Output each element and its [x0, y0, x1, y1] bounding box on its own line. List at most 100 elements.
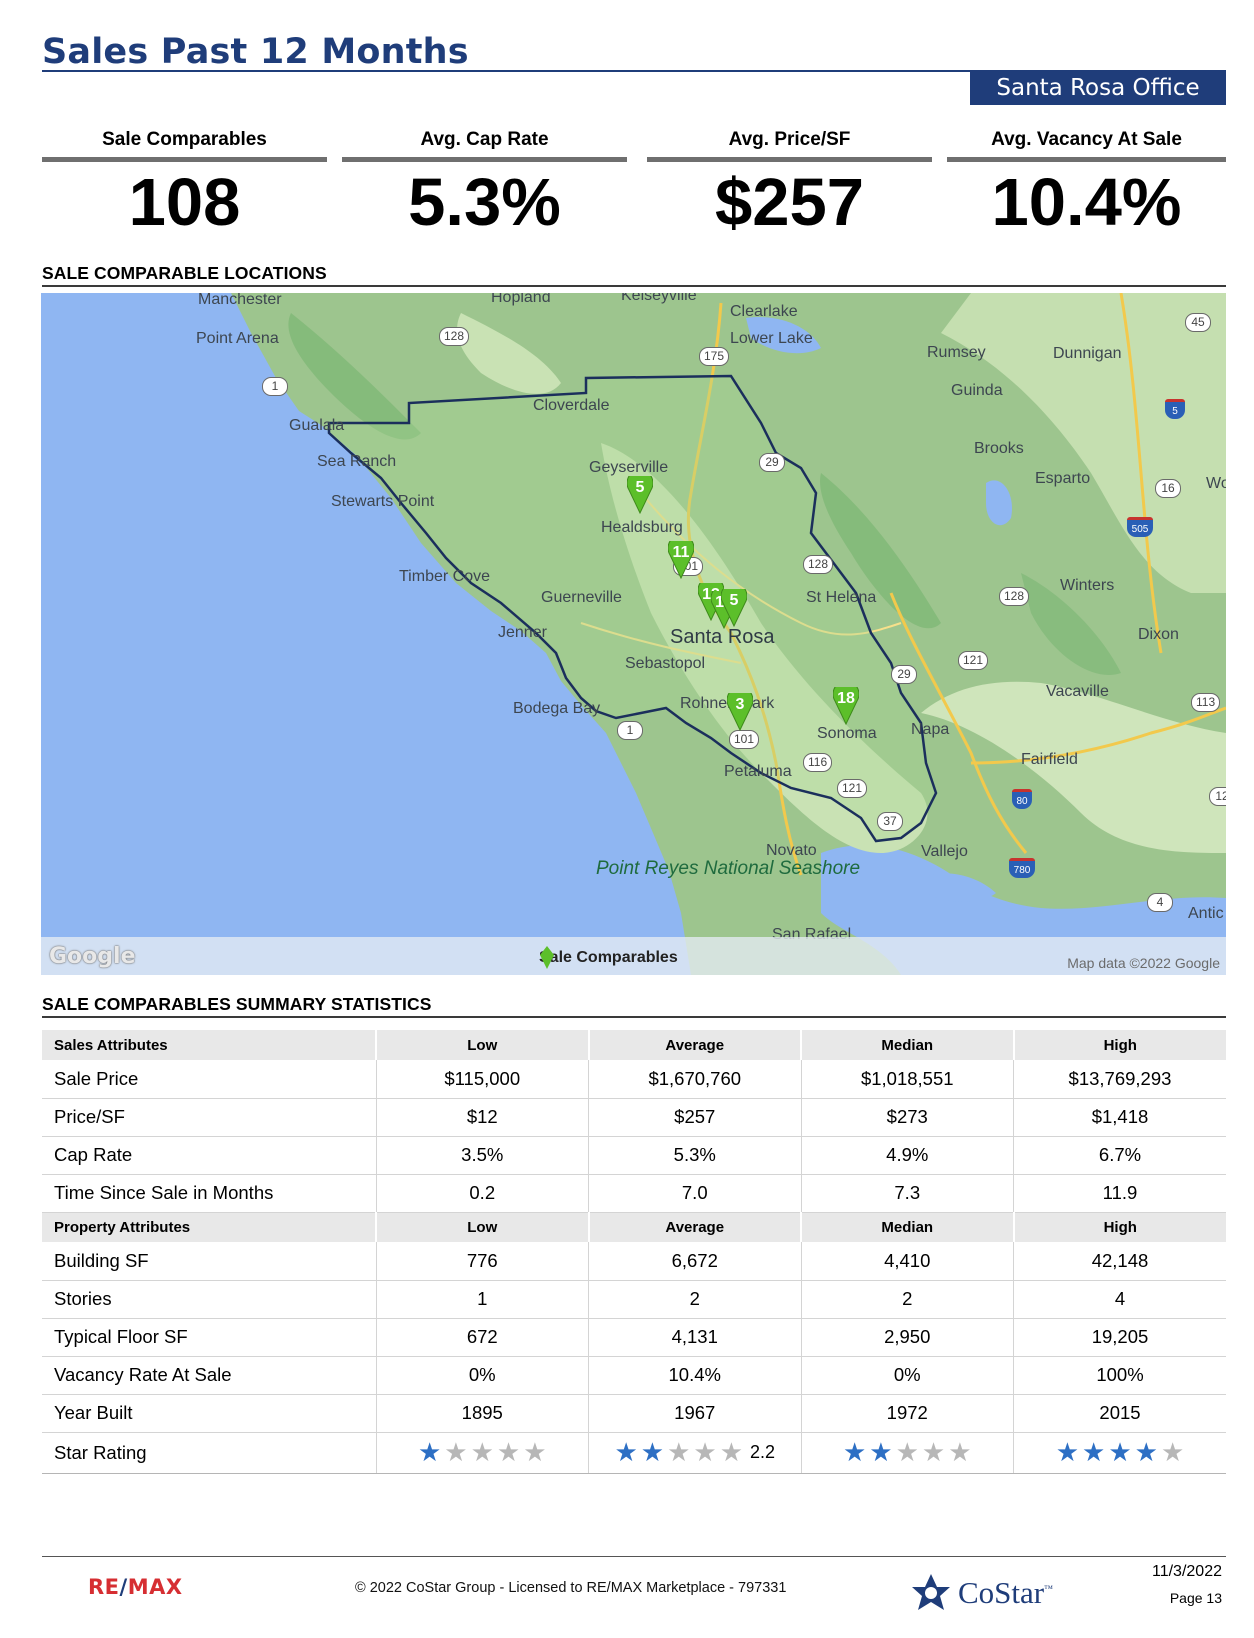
footer-date: 11/3/2022	[1152, 1563, 1222, 1580]
table-cell: 11.9	[1013, 1174, 1226, 1213]
highway-shield: 121	[958, 651, 989, 670]
kpi-value: 10.4%	[991, 165, 1182, 240]
pin-label: 5	[635, 479, 645, 496]
star-filled-icon: ★	[1055, 1437, 1080, 1468]
pin-label: 3	[735, 696, 745, 713]
highway-shield: 12	[1209, 787, 1226, 806]
highway-shield: 16	[1155, 479, 1181, 498]
sale-comparable-marker-icon	[540, 946, 554, 969]
column-header: Low	[375, 1030, 589, 1060]
table-cell: 2	[588, 1280, 801, 1319]
table-row: Cap Rate 3.5% 5.3% 4.9% 6.7%	[42, 1136, 1226, 1175]
map-pin[interactable]: 18	[833, 687, 859, 725]
pin-label: 5	[729, 592, 739, 609]
kpi-avg-cap-rate: Avg. Cap Rate 5.3%	[342, 128, 627, 242]
column-header: High	[1012, 1030, 1226, 1060]
star-rating: ★ ★ ★ ★ ★	[1056, 1440, 1185, 1466]
table-cell: 672	[375, 1318, 589, 1357]
map-label-winters: Winters	[1060, 577, 1115, 594]
kpi-divider	[947, 157, 1226, 162]
column-header: Low	[375, 1212, 589, 1242]
map-label-dixon: Dixon	[1138, 626, 1179, 643]
map-pin[interactable]: 5	[721, 589, 747, 627]
map-section-rule	[42, 285, 1226, 287]
map-pin[interactable]: 3	[727, 693, 753, 731]
row-label: Typical Floor SF	[42, 1318, 376, 1357]
map-label-hopland: Hopland	[491, 293, 551, 306]
map-label-gualala: Gualala	[289, 417, 345, 434]
table-cell: 3.5%	[375, 1136, 589, 1175]
map-label-petaluma: Petaluma	[724, 763, 792, 780]
highway-shield: 101	[729, 730, 760, 749]
kpi-divider	[42, 157, 327, 162]
map-label-dunnigan: Dunnigan	[1053, 345, 1122, 362]
kpi-sale-comparables: Sale Comparables 108	[42, 128, 327, 242]
table-cell: 7.3	[800, 1174, 1014, 1213]
table-cell: 4.9%	[800, 1136, 1014, 1175]
costar-wordmark: CoStar™	[958, 1575, 1053, 1610]
interstate-shield: 5	[1165, 399, 1185, 419]
map-label-rumsey: Rumsey	[927, 344, 986, 361]
map-label-vallejo: Vallejo	[921, 843, 968, 860]
column-header: Sales Attributes	[42, 1030, 376, 1060]
star-empty-icon: ★	[719, 1437, 744, 1468]
kpi-label: Avg. Price/SF	[728, 129, 851, 150]
highway-shield: 29	[891, 665, 917, 684]
map-pin[interactable]: 5	[627, 476, 653, 514]
column-header: Median	[800, 1212, 1014, 1242]
kpi-avg-price-sf: Avg. Price/SF $257	[647, 128, 932, 242]
table-cell: $115,000	[375, 1060, 589, 1099]
map-label-lower-lake: Lower Lake	[730, 330, 813, 347]
table-cell: $12	[375, 1098, 589, 1137]
row-label: Vacancy Rate At Sale	[42, 1356, 376, 1395]
map-label-bodega-bay: Bodega Bay	[513, 700, 601, 717]
table-cell: 2015	[1013, 1394, 1226, 1433]
star-rating-row: Star Rating ★ ★ ★ ★ ★ ★ ★ ★ ★ ★ 2.2 ★ ★ ★ ★ ★ ★ ★ ★ ★ ★	[42, 1432, 1226, 1474]
table-cell: 2	[800, 1280, 1014, 1319]
stats-section-heading: SALE COMPARABLES SUMMARY STATISTICS	[42, 994, 432, 1014]
star-rating-cell: ★ ★ ★ ★ ★ 2.2	[588, 1432, 801, 1474]
map-terrain	[41, 293, 1226, 975]
table-cell: 42,148	[1013, 1242, 1226, 1281]
highway-shield: 113	[1191, 693, 1221, 712]
star-empty-icon: ★	[444, 1437, 468, 1468]
star-rating: ★ ★ ★ ★ ★ 2.2	[614, 1440, 775, 1466]
map-label-cloverdale: Cloverdale	[533, 397, 610, 414]
table-cell: 4,131	[588, 1318, 801, 1357]
map-label-napa: Napa	[911, 721, 950, 738]
map-pin[interactable]: 11	[668, 541, 694, 579]
kpi-value: 108	[128, 165, 241, 240]
locations-map[interactable]: Manchester Point Arena Hopland Kelseyvil…	[41, 293, 1226, 975]
map-label-timber-cove: Timber Cove	[399, 568, 490, 585]
table-row: Typical Floor SF 672 4,131 2,950 19,205	[42, 1318, 1226, 1357]
kpi-divider	[647, 157, 932, 162]
table-row: Price/SF $12 $257 $273 $1,418	[42, 1098, 1226, 1137]
page-number: Page 13	[1169, 1590, 1222, 1606]
row-label: Price/SF	[42, 1098, 376, 1137]
office-badge: Santa Rosa Office	[970, 72, 1226, 105]
map-label-novato: Novato	[766, 842, 817, 859]
kpi-strip: Sale Comparables 108 Avg. Cap Rate 5.3% …	[42, 128, 1226, 240]
map-label-point-arena: Point Arena	[196, 330, 279, 347]
summary-statistics-table: Sales Attributes Low Average Median High…	[42, 1030, 1226, 1474]
table-cell: $13,769,293	[1013, 1060, 1226, 1099]
table-cell: 7.0	[588, 1174, 801, 1213]
table-row: Sale Price $115,000 $1,670,760 $1,018,55…	[42, 1060, 1226, 1099]
table-cell: 1	[375, 1280, 589, 1319]
costar-star-icon	[912, 1574, 950, 1610]
table-cell: 1972	[800, 1394, 1014, 1433]
table-row: Vacancy Rate At Sale 0% 10.4% 0% 100%	[42, 1356, 1226, 1395]
kpi-value: 5.3%	[408, 165, 561, 240]
kpi-avg-vacancy: Avg. Vacancy At Sale 10.4%	[947, 128, 1226, 242]
highway-shield: 37	[877, 812, 903, 831]
star-rating-cell: ★ ★ ★ ★ ★	[1013, 1432, 1226, 1474]
map-section-heading: SALE COMPARABLE LOCATIONS	[42, 263, 327, 283]
table-cell: 5.3%	[588, 1136, 801, 1175]
table-cell: 19,205	[1013, 1318, 1226, 1357]
star-filled-icon: ★	[640, 1437, 665, 1468]
map-label-manchester: Manchester	[198, 293, 282, 308]
star-empty-icon: ★	[470, 1437, 494, 1468]
footer-rule	[42, 1556, 1226, 1557]
table-cell: 1895	[375, 1394, 589, 1433]
interstate-shield: 505	[1127, 517, 1153, 537]
